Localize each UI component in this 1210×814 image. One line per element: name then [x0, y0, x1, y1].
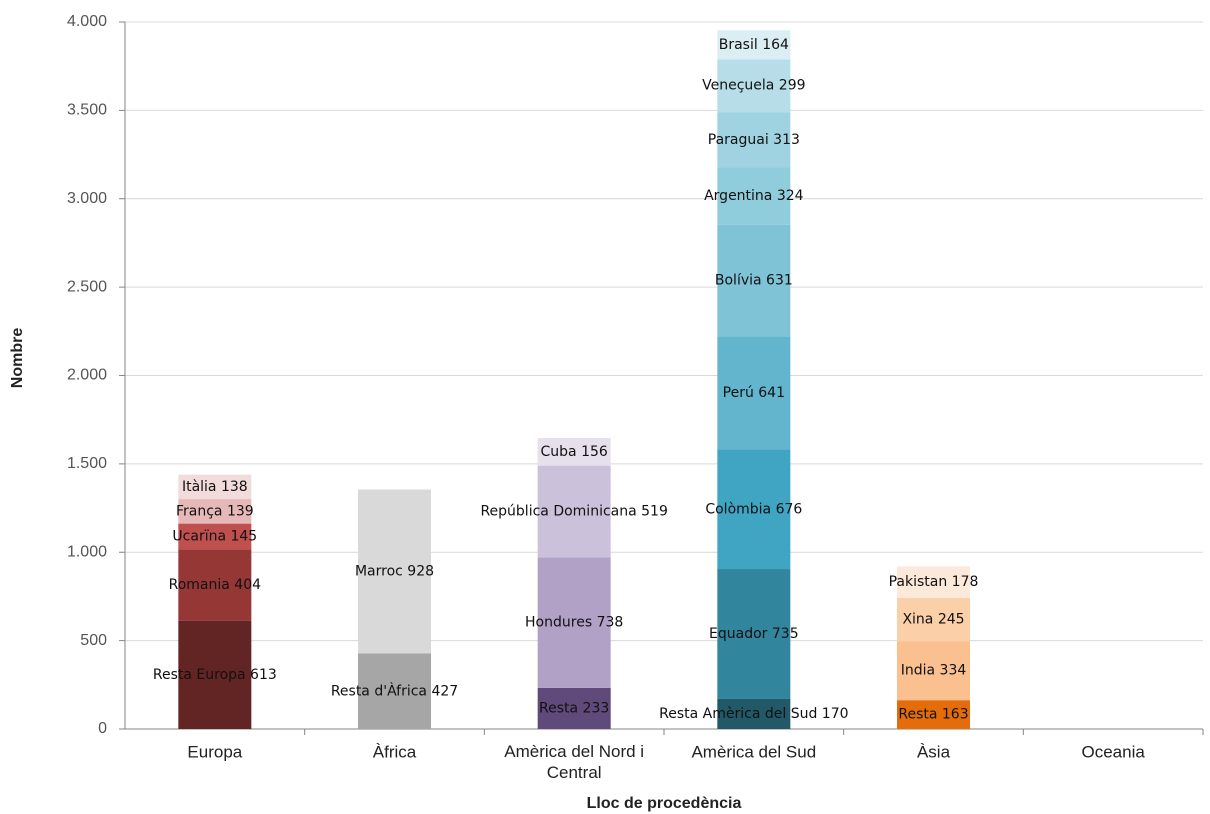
bar-segment	[537, 557, 611, 688]
bar-segment	[178, 620, 252, 729]
data-label: Veneçuela 299	[702, 78, 805, 94]
y-tick-label: 4.000	[67, 13, 107, 30]
y-tick-label: 3.000	[67, 190, 107, 207]
data-label: Argentina 324	[704, 188, 804, 204]
data-label: Equador 735	[709, 626, 799, 642]
y-tick-label: 1.500	[67, 455, 107, 472]
bar-segment	[897, 566, 970, 598]
bar-segment	[897, 700, 970, 729]
bar-segment	[178, 499, 252, 524]
bar-segment	[717, 698, 791, 729]
bar-segment	[717, 336, 791, 450]
data-label: Xina 245	[902, 612, 964, 628]
bar-segment	[537, 438, 611, 466]
x-tick-label: Àfrica	[373, 742, 417, 761]
bar-segment	[717, 30, 791, 60]
bar-segment	[717, 569, 791, 699]
x-tick-label: Europa	[187, 742, 242, 761]
bar-segment	[897, 597, 970, 642]
bar-segment	[178, 474, 252, 500]
bar-segment	[178, 549, 252, 621]
y-tick-label: 2.000	[67, 367, 107, 384]
data-label: República Dominicana 519	[480, 504, 667, 520]
data-label: Pakistan 178	[889, 574, 979, 590]
y-tick-label: 3.500	[67, 102, 107, 119]
bar-segment	[178, 523, 252, 550]
data-label: Itàlia 138	[182, 479, 248, 495]
data-label: Resta 163	[898, 707, 968, 723]
data-label: Bolívia 631	[715, 272, 793, 288]
data-label: Paraguai 313	[708, 132, 800, 148]
data-label: Cuba 156	[541, 444, 608, 460]
data-label: Brasil 164	[719, 37, 789, 53]
x-axis-title: Lloc de procedència	[587, 795, 742, 812]
y-tick-label: 1.000	[67, 543, 107, 560]
data-label: Colòmbia 676	[705, 501, 802, 517]
data-label: Resta 233	[539, 700, 609, 716]
data-label: França 139	[176, 503, 254, 519]
x-tick-label: Amèrica del Sud	[691, 742, 816, 761]
y-tick-label: 0	[98, 720, 107, 737]
data-label: Resta d'Àfrica 427	[331, 682, 458, 699]
data-label: Romania 404	[169, 577, 261, 593]
bar-segment	[537, 465, 611, 558]
bar-segment	[358, 653, 431, 729]
bar-segment	[717, 449, 791, 570]
data-label: Hondures 738	[525, 615, 623, 631]
bar-segment	[717, 167, 791, 225]
x-tick-label: Àsia	[917, 742, 951, 761]
data-label: Resta Europa 613	[153, 667, 277, 683]
data-label: Ucarïna 145	[172, 528, 257, 544]
bar-segment	[897, 641, 970, 701]
data-label: Perú 641	[723, 385, 785, 401]
bar-segment	[537, 687, 611, 729]
data-label: India 334	[901, 663, 967, 679]
bar-segment	[717, 59, 791, 113]
x-tick-label: Amèrica del Nord i Central	[504, 742, 644, 782]
x-tick-label: Oceania	[1082, 742, 1146, 761]
y-tick-label: 500	[80, 632, 107, 649]
bar-segment	[358, 489, 431, 654]
y-tick-label: 2.500	[67, 278, 107, 295]
data-label: Resta Amèrica del Sud 170	[659, 706, 848, 722]
bar-segment	[717, 224, 791, 337]
data-label: Marroc 928	[355, 564, 434, 580]
bar-segment	[717, 112, 791, 168]
y-axis-title: Nombre	[9, 328, 26, 389]
